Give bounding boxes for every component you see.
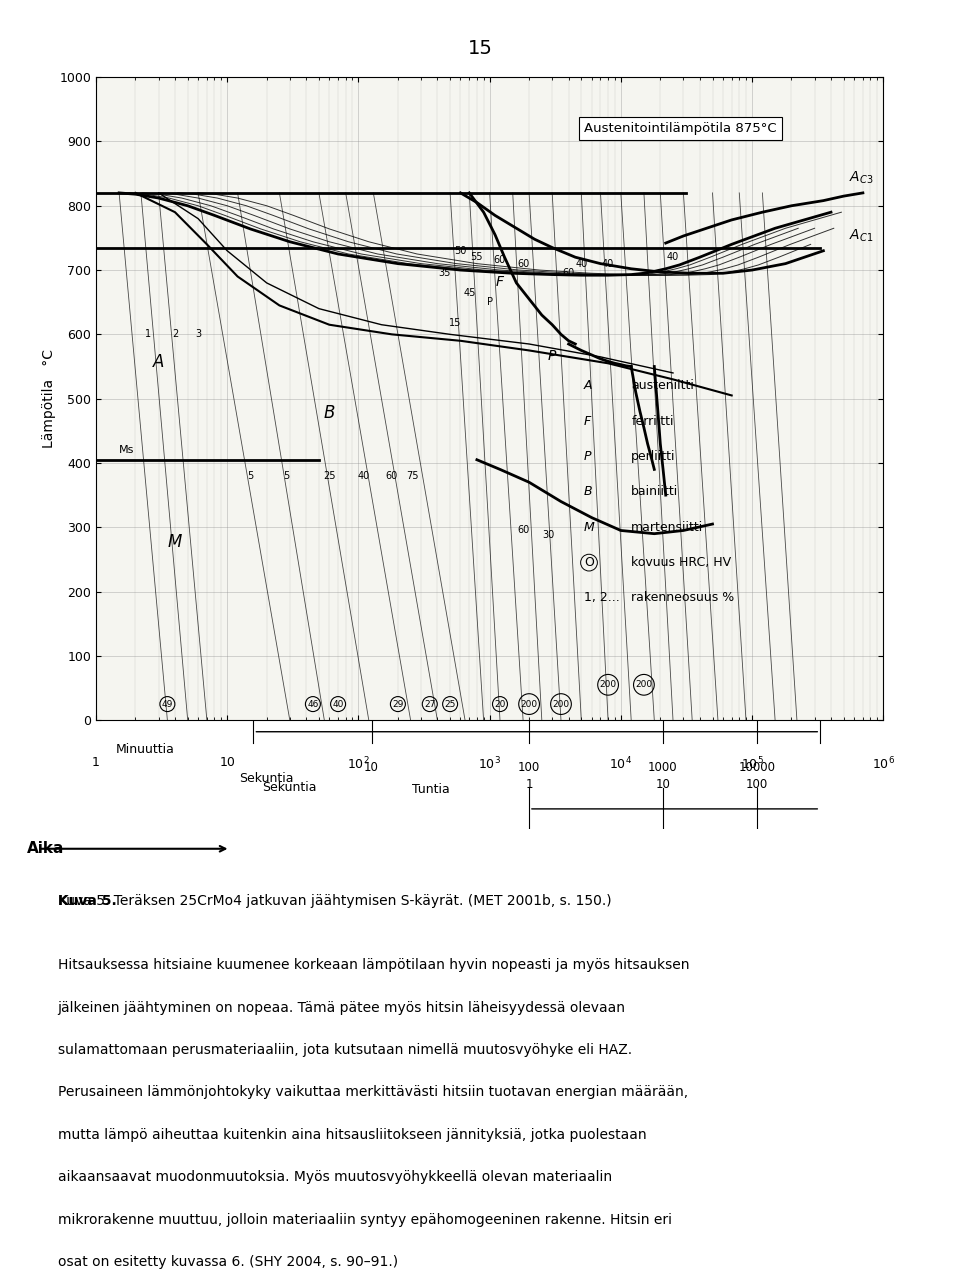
Text: 15: 15	[468, 39, 492, 58]
Text: Kuva 5. Teräksen 25CrMo4 jatkuvan jäähtymisen S-käyrät. (MET 2001b, s. 150.): Kuva 5. Teräksen 25CrMo4 jatkuvan jäähty…	[58, 894, 612, 908]
Text: mikrorakenne muuttuu, jolloin materiaaliin syntyy epähomogeeninen rakenne. Hitsi: mikrorakenne muuttuu, jolloin materiaali…	[58, 1213, 672, 1227]
Text: $10^4$: $10^4$	[610, 755, 633, 772]
Text: B: B	[584, 485, 592, 499]
Text: 40: 40	[332, 700, 344, 709]
Text: 1, 2...: 1, 2...	[584, 592, 620, 604]
Text: sulamattomaan perusmateriaaliin, jota kutsutaan nimellä muutosvyöhyke eli HAZ.: sulamattomaan perusmateriaaliin, jota ku…	[58, 1043, 632, 1057]
Text: B: B	[324, 404, 335, 422]
Text: $10^3$: $10^3$	[478, 755, 501, 772]
Y-axis label: Lämpötila   °C: Lämpötila °C	[42, 350, 57, 448]
Text: Sekuntia: Sekuntia	[239, 772, 294, 784]
Text: 60: 60	[386, 471, 398, 481]
Text: 200: 200	[636, 680, 653, 689]
Text: 29: 29	[393, 700, 403, 709]
Text: osat on esitetty kuvassa 6. (SHY 2004, s. 90–91.): osat on esitetty kuvassa 6. (SHY 2004, s…	[58, 1255, 397, 1269]
Text: 100: 100	[746, 778, 768, 791]
Text: mutta lämpö aiheuttaa kuitenkin aina hitsausliitokseen jännityksiä, jotka puoles: mutta lämpö aiheuttaa kuitenkin aina hit…	[58, 1128, 646, 1142]
Text: 20: 20	[494, 700, 506, 709]
Text: 1: 1	[525, 778, 533, 791]
Text: 10000: 10000	[739, 760, 776, 774]
Text: 200: 200	[520, 700, 538, 709]
Text: F: F	[496, 275, 504, 289]
Text: 10: 10	[219, 755, 235, 769]
Text: Ms: Ms	[119, 445, 134, 455]
Text: 27: 27	[424, 700, 436, 709]
Text: O: O	[584, 556, 594, 570]
Text: P: P	[584, 450, 591, 463]
Text: perliitti: perliitti	[632, 450, 676, 463]
Text: 40: 40	[575, 258, 588, 269]
Text: martensiitti: martensiitti	[632, 521, 704, 534]
Text: Hitsauksessa hitsiaine kuumenee korkeaan lämpötilaan hyvin nopeasti ja myös hits: Hitsauksessa hitsiaine kuumenee korkeaan…	[58, 958, 689, 972]
Text: $10^6$: $10^6$	[872, 755, 895, 772]
Text: 1000: 1000	[648, 760, 678, 774]
Text: Minuuttia: Minuuttia	[116, 742, 175, 756]
Text: 10: 10	[656, 778, 670, 791]
Text: 1: 1	[145, 329, 152, 340]
Text: Kuva 5.: Kuva 5.	[58, 894, 116, 908]
Text: 10: 10	[364, 760, 379, 774]
Text: ferriitti: ferriitti	[632, 414, 674, 428]
Text: Tuntia: Tuntia	[413, 783, 450, 796]
Text: 40: 40	[602, 258, 614, 269]
Text: 35: 35	[438, 269, 450, 278]
Text: $A_{C1}$: $A_{C1}$	[850, 228, 874, 244]
Text: 40: 40	[667, 252, 679, 262]
Text: 25: 25	[324, 471, 336, 481]
Text: aikaansaavat muodonmuutoksia. Myös muutosvyöhykkeellä olevan materiaalin: aikaansaavat muodonmuutoksia. Myös muuto…	[58, 1170, 612, 1184]
Text: 200: 200	[552, 700, 569, 709]
Text: Perusaineen lämmönjohtokyky vaikuttaa merkittävästi hitsiin tuotavan energian mä: Perusaineen lämmönjohtokyky vaikuttaa me…	[58, 1085, 687, 1100]
Text: A: A	[153, 352, 164, 370]
Text: 15: 15	[449, 318, 462, 328]
Text: 100: 100	[517, 760, 540, 774]
Text: $A_{C3}$: $A_{C3}$	[850, 170, 874, 186]
Text: 50: 50	[454, 246, 467, 256]
Text: 2: 2	[172, 329, 179, 340]
Text: 46: 46	[307, 700, 319, 709]
Text: 40: 40	[358, 471, 370, 481]
Text: $10^2$: $10^2$	[348, 755, 370, 772]
Text: 200: 200	[600, 680, 616, 689]
Text: 5: 5	[283, 471, 289, 481]
Text: 3: 3	[195, 329, 202, 340]
Text: 30: 30	[542, 530, 554, 540]
Text: 25: 25	[444, 700, 456, 709]
Text: M: M	[584, 521, 595, 534]
Text: 75: 75	[407, 471, 420, 481]
Text: A: A	[584, 379, 592, 392]
Text: 60: 60	[493, 256, 506, 265]
Text: rakenneosuus %: rakenneosuus %	[632, 592, 734, 604]
Text: 1: 1	[92, 755, 100, 769]
Text: 60: 60	[517, 258, 529, 269]
Text: Austenitointilämpötila 875°C: Austenitointilämpötila 875°C	[584, 122, 777, 135]
Text: austeniitti: austeniitti	[632, 379, 694, 392]
Text: 60: 60	[563, 269, 575, 278]
Text: P: P	[487, 297, 492, 307]
Text: 49: 49	[161, 700, 173, 709]
Text: P: P	[548, 349, 557, 363]
Text: M: M	[168, 532, 182, 550]
Text: Aika: Aika	[27, 841, 64, 856]
Text: F: F	[584, 414, 591, 428]
Text: 60: 60	[517, 526, 529, 535]
Text: bainiitti: bainiitti	[632, 485, 679, 499]
Text: 45: 45	[463, 288, 475, 297]
Text: $10^5$: $10^5$	[740, 755, 763, 772]
Text: 5: 5	[247, 471, 253, 481]
Text: Sekuntia: Sekuntia	[262, 781, 317, 795]
Text: 55: 55	[470, 252, 483, 262]
Text: kovuus HRC, HV: kovuus HRC, HV	[632, 556, 732, 570]
Text: jälkeinen jäähtyminen on nopeaa. Tämä pätee myös hitsin läheisyydessä olevaan: jälkeinen jäähtyminen on nopeaa. Tämä pä…	[58, 1001, 626, 1015]
